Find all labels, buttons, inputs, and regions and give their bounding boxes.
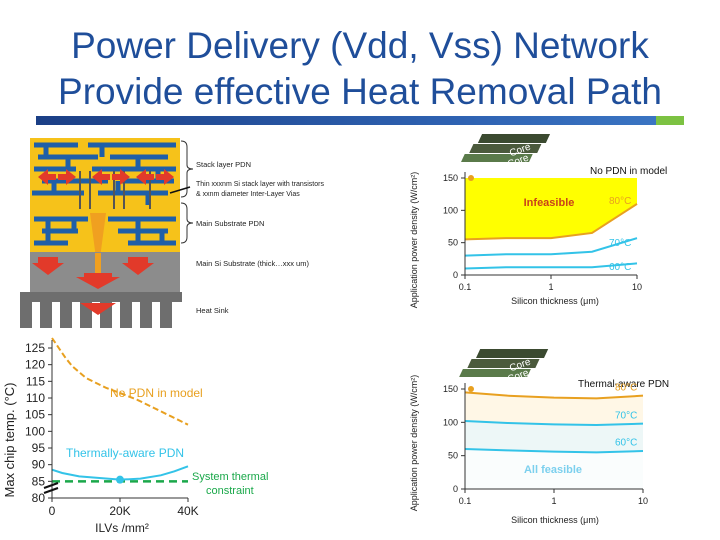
y-tick-label: 100 <box>443 417 458 427</box>
x-tick-label: 0.1 <box>459 282 472 292</box>
chart-no-pdn-feasibility: Core Core Application power density (W/c… <box>409 134 667 309</box>
y-axis-label: Application power density (W/cm²) <box>409 172 419 309</box>
series-label-1: 80°C <box>615 382 637 393</box>
series-label-no-pdn: No PDN in model <box>110 386 203 400</box>
heat-funnel <box>90 213 106 273</box>
feasible-region-mask <box>465 203 637 275</box>
x-tick-label: 20K <box>109 504 130 518</box>
label-thin-layer-1: Thin xxxnm Si stack layer with transisto… <box>196 181 324 188</box>
y-tick-label: 95 <box>32 441 46 455</box>
region-label-infeasible: Infeasible <box>524 197 575 209</box>
y-tick-label: 0 <box>453 270 458 280</box>
series-label-2: 70°C <box>615 410 637 421</box>
y-tick-label: 120 <box>25 358 45 372</box>
label-main-substrate-pdn: Main Substrate PDN <box>196 219 264 228</box>
3d-stack-diagram: Stack layer PDN Thin xxxnm Si stack laye… <box>20 138 324 328</box>
y-tick-label: 80 <box>32 491 46 505</box>
x-tick-label: 40K <box>177 504 198 518</box>
heat-flow-arrows-top <box>38 169 174 185</box>
y-axis-label: Application power density (W/cm²) <box>409 375 419 512</box>
axis-break-mark <box>43 482 59 494</box>
slide-title-line-2: Provide effective Heat Removal Path <box>58 71 662 112</box>
y-tick-label: 150 <box>443 173 458 183</box>
chip-icon-bottom: Core Core <box>459 349 549 385</box>
title-underline-accent <box>656 116 684 125</box>
label-stack-pdn: Stack layer PDN <box>196 160 251 169</box>
heat-sink <box>20 292 182 328</box>
x-tick-label: 1 <box>551 496 556 506</box>
y-tick-label: 115 <box>26 374 45 388</box>
series-line-2 <box>464 237 638 257</box>
series-label-1: 80°C <box>609 196 631 207</box>
y-tick-label: 125 <box>25 341 45 355</box>
annotation-system-thermal: System thermal <box>192 471 268 483</box>
series-label-2: 70°C <box>609 238 631 249</box>
operating-point <box>116 475 124 484</box>
stack-layer-block <box>30 138 180 212</box>
x-axis-label: Silicon thickness (μm) <box>511 296 599 306</box>
chart-chip-temp-vs-ilvs: Max chip temp. (°C) ILVs /mm² No PDN in … <box>0 337 286 535</box>
x-tick-label: 10 <box>632 282 642 292</box>
y-tick-label: 50 <box>448 238 458 248</box>
label-heat-sink: Heat Sink <box>196 306 229 315</box>
stack-pdn-lines <box>32 142 176 205</box>
layer-braces <box>169 140 194 244</box>
y-tick-label: 100 <box>25 424 45 438</box>
series-line-1 <box>464 391 644 400</box>
x-axis-label: ILVs /mm² <box>95 521 149 535</box>
chip-icon-top: Core Core <box>461 134 551 170</box>
series-line-3 <box>464 262 638 270</box>
y-tick-label: 150 <box>443 384 458 394</box>
chart-thermal-aware-feasibility: Core Core Application power density (W/c… <box>409 349 669 525</box>
y-tick-label: 90 <box>32 458 46 472</box>
y-tick-label: 105 <box>25 408 45 422</box>
y-tick-label: 100 <box>443 205 458 215</box>
series-label-thermally-aware: Thermally-aware PDN <box>66 446 184 460</box>
series-label-3: 60°C <box>615 438 637 449</box>
series-line-2 <box>464 420 644 427</box>
y-tick-label: 50 <box>448 451 458 461</box>
legend-label: Thermal-aware PDN <box>578 379 669 390</box>
series-line-3 <box>464 448 644 454</box>
series-line-1 <box>51 337 189 426</box>
y-axis-label: Max chip temp. (°C) <box>2 382 17 497</box>
y-tick-label: 110 <box>26 391 45 405</box>
x-axis-label: Silicon thickness (μm) <box>511 515 599 525</box>
main-si-substrate <box>30 252 180 292</box>
x-tick-label: 10 <box>638 496 648 506</box>
slide-title-line-1: Power Delivery (Vdd, Vss) Network <box>71 25 649 66</box>
x-tick-label: 0 <box>49 504 56 518</box>
x-tick-label: 0.1 <box>459 496 472 506</box>
legend-label: No PDN in model <box>590 166 667 177</box>
label-main-si-substrate: Main Si Substrate (thick…xxx um) <box>196 259 309 268</box>
series-line-1 <box>464 203 638 241</box>
legend-marker <box>468 386 474 392</box>
band-fill-3 <box>465 449 643 489</box>
region-label-all-feasible: All feasible <box>524 464 582 476</box>
legend-marker <box>468 175 474 181</box>
series-label-3: 60°C <box>609 262 631 273</box>
annotation-constraint: constraint <box>206 485 254 497</box>
x-tick-label: 1 <box>548 282 553 292</box>
y-tick-label: 85 <box>32 474 46 488</box>
main-substrate-pdn-block <box>30 212 180 273</box>
title-underline-bar <box>36 116 656 125</box>
y-tick-label: 0 <box>453 484 458 494</box>
label-thin-layer-2: & xxnm diameter Inter-Layer Vias <box>196 191 300 198</box>
